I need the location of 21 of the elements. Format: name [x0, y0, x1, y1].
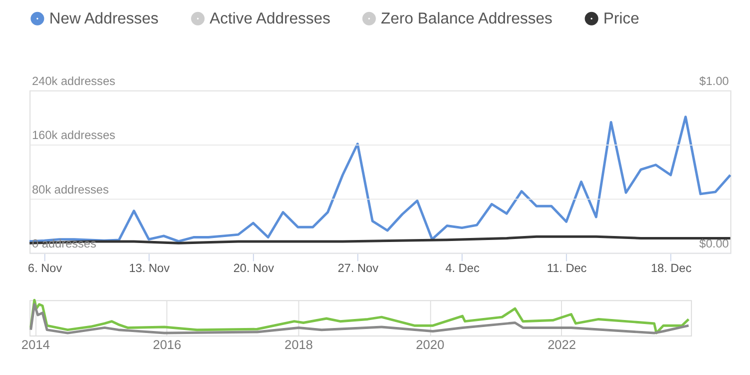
legend-label: Active Addresses	[210, 10, 330, 28]
x-tick-label: 2016	[152, 336, 182, 352]
x-tick-label: 27. Nov	[338, 261, 378, 276]
x-tick-label: 20. Nov	[233, 261, 274, 276]
x-tick-label: 2020	[416, 336, 444, 352]
y2-tick-label: $0.00	[699, 236, 730, 250]
x-tick-label: 6. Nov	[28, 261, 62, 276]
legend-label: Zero Balance Addresses	[380, 10, 552, 28]
legend-label: Price	[603, 10, 640, 28]
legend-label: New Addresses	[49, 10, 159, 28]
x-tick-label: 2018	[284, 336, 313, 352]
x-tick-label: 11. Dec	[546, 261, 587, 276]
y-tick-label: 240k addresses	[32, 74, 116, 88]
y-tick-label: 80k addresses	[32, 182, 109, 196]
y2-tick-label: $1.00	[699, 74, 730, 88]
x-tick-label: 18. Dec	[650, 261, 692, 276]
x-tick-label: 2022	[548, 336, 576, 352]
y-tick-label: 160k addresses	[32, 128, 116, 142]
x-tick-label: 4. Dec	[445, 261, 480, 276]
x-tick-label: 2014	[21, 336, 50, 352]
x-tick-label: 13. Nov	[128, 261, 170, 276]
